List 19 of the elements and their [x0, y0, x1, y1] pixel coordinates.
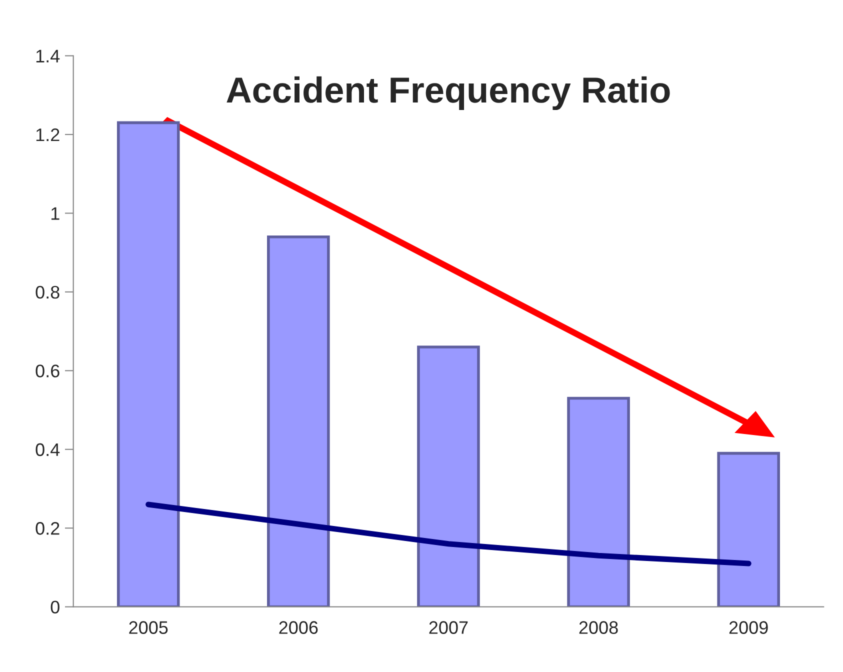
bar — [567, 396, 630, 607]
y-tick-label: 0.6 — [36, 364, 60, 378]
y-tick-label: 1 — [51, 207, 60, 220]
y-tick-label: 1.4 — [36, 50, 60, 62]
x-tick-label: 2007 — [429, 621, 468, 634]
y-tick-label: 0 — [50, 600, 60, 614]
x-tick-label: 2005 — [129, 621, 168, 634]
y-tick-label: 0.4 — [36, 443, 60, 456]
x-tick-label: 2008 — [579, 621, 618, 634]
y-tick-label: 0.2 — [36, 522, 60, 535]
y-tick-label: 1.2 — [36, 128, 60, 142]
y-tick-label: 0.8 — [36, 286, 60, 299]
x-tick-label: 2006 — [279, 621, 318, 634]
bar — [717, 452, 780, 607]
text: Accident Frequency Ratio — [226, 76, 670, 110]
bar — [417, 346, 480, 607]
bar — [116, 121, 180, 607]
x-tick-label: 2009 — [729, 621, 768, 634]
bar — [267, 235, 330, 607]
